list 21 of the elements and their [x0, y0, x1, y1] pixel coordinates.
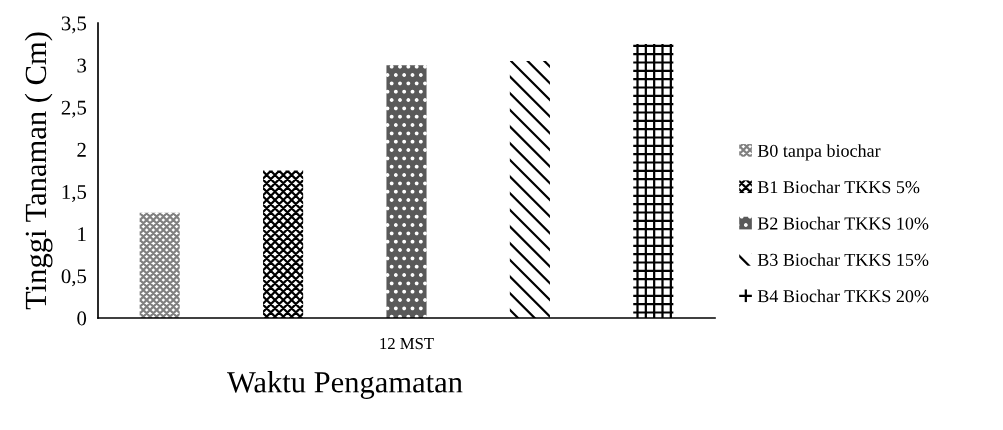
x-axis-title: Waktu Pengamatan [227, 371, 463, 399]
y-tick-label: 1,5 [62, 185, 87, 202]
y-tick-label: 2,5 [61, 100, 87, 118]
y-tick-label: 0,5 [61, 269, 87, 287]
y-tick-label: 2 [77, 142, 86, 157]
y-tick-label: 0 [77, 311, 87, 326]
bar [633, 44, 674, 318]
legend-label: B2 Biochar TKKS 10% [757, 216, 929, 230]
legend-label: B1 Biochar TKKS 5% [757, 180, 920, 194]
legend-label: B4 Biochar TKKS 20% [757, 289, 929, 303]
y-tick-label: 3 [77, 58, 87, 73]
y-tick-label: 3,5 [61, 16, 87, 34]
bar [263, 170, 304, 318]
x-tick-label: 12 MST [380, 337, 434, 350]
bar [386, 65, 427, 318]
legend-label: B3 Biochar TKKS 15% [757, 253, 929, 266]
bar [509, 60, 550, 318]
legend-label: B0 tanpa biochar [757, 144, 881, 161]
y-tick-label: 1 [78, 227, 86, 241]
y-axis-title: Tinggi Tanaman ( Cm) [24, 32, 53, 310]
bar [139, 212, 180, 318]
